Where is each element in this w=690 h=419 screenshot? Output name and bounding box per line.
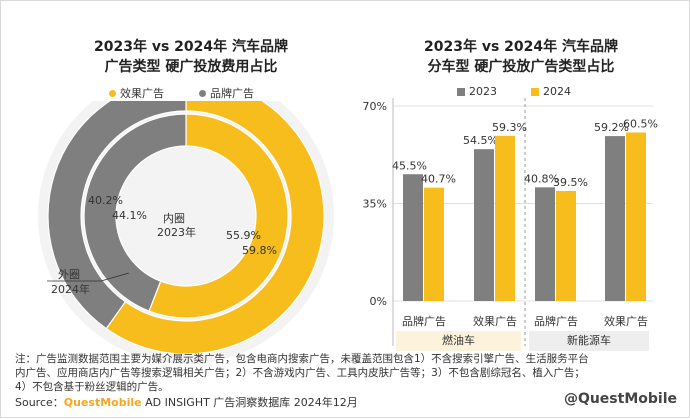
bar-label-2024-1: 59.3%	[492, 121, 527, 134]
bar-2023-2	[535, 187, 555, 301]
bar-label-2023-0: 45.5%	[392, 159, 427, 172]
bar-label-2024-0: 40.7%	[421, 173, 456, 186]
donut-outer-slice-effect	[105, 101, 325, 355]
bar-2023-1	[474, 149, 494, 301]
outer-ring-leader	[47, 272, 130, 282]
footnote-line3: 4）不包含基于粉丝逻辑的广告。	[15, 381, 169, 393]
donut-outer-slice-brand	[47, 101, 187, 330]
bar-2023-0	[403, 174, 423, 301]
left-legend-effect: 效果广告	[109, 85, 164, 101]
source-rest: AD INSIGHT 广告洞察数据库 2024年12月	[141, 396, 358, 409]
right-legend-2023: 2023	[457, 85, 497, 98]
legend-effect-label: 效果广告	[120, 87, 164, 100]
legend-2024-label: 2024	[543, 85, 571, 98]
donut-inner-slice-brand	[83, 113, 187, 312]
left-legend-brand: 品牌广告	[199, 85, 254, 101]
x-category-3: 效果广告	[604, 314, 648, 328]
legend-2023-label: 2023	[469, 85, 497, 98]
legend-2024-swatch	[531, 87, 539, 96]
right-chart-title-line2: 分车型 硬广投放广告类型占比	[427, 59, 615, 75]
left-chart-title-line2: 广告类型 硬广投放费用占比	[104, 59, 278, 75]
donut-inner-slice-effect	[148, 113, 289, 319]
bar-label-2024-3: 60.5%	[623, 117, 658, 130]
inner-ring-label: 内圈	[163, 212, 185, 225]
bar-label-2023-1: 54.5%	[463, 134, 498, 147]
outer-brand-value: 40.2%	[88, 194, 123, 207]
x-category-0: 品牌广告	[402, 314, 446, 328]
y-tick-0: 0%	[370, 295, 387, 308]
y-tick-35: 35%	[363, 198, 387, 211]
source-prefix: Source：	[15, 396, 64, 409]
footnote-line1: 注：广告监测数据范围主要为媒介展示类广告，包含电商内搜索广告，未覆盖范围包含1）…	[15, 353, 589, 365]
x-category-2: 品牌广告	[534, 314, 578, 328]
footnote-line2: 内广告、应用商店内广告等搜索逻辑相关广告；2）不含游戏内广告、工具内皮肤广告等；…	[15, 367, 585, 379]
outer-ring-label: 外圈	[58, 268, 80, 281]
legend-brand-label: 品牌广告	[210, 87, 254, 100]
bar-2024-1	[495, 135, 515, 301]
bar-2024-0	[424, 187, 444, 301]
bar-2023-3	[605, 136, 625, 301]
legend-effect-swatch	[109, 89, 116, 97]
brand-watermark: @QuestMobile	[563, 391, 677, 407]
bar-label-2024-2: 39.5%	[553, 176, 588, 189]
inner-effect-value: 55.9%	[226, 229, 261, 242]
bar-label-2023-3: 59.2%	[594, 121, 629, 134]
y-tick-70: 70%	[363, 100, 387, 113]
double-donut-chart	[38, 101, 334, 364]
left-chart-title-line1: 2023年 vs 2024年 汽车品牌	[93, 39, 288, 55]
right-legend-2024: 2024	[531, 85, 571, 98]
legend-brand-swatch	[199, 89, 206, 97]
bar-2024-3	[626, 132, 646, 301]
x-category-1: 效果广告	[473, 314, 517, 328]
right-chart-title-line1: 2023年 vs 2024年 汽车品牌	[423, 39, 618, 55]
group-label-nev: 新能源车	[529, 331, 649, 351]
inner-ring-year: 2023年	[157, 226, 196, 239]
outer-effect-value: 59.8%	[242, 244, 277, 257]
source-brand: QuestMobile	[63, 396, 142, 409]
bar-label-2023-2: 40.8%	[524, 172, 559, 185]
inner-brand-value: 44.1%	[112, 209, 147, 222]
outer-ring-year: 2024年	[51, 283, 90, 296]
bar-2024-2	[556, 190, 576, 301]
source-line: Source：QuestMobile AD INSIGHT 广告洞察数据库 20…	[15, 394, 358, 410]
legend-2023-swatch	[457, 87, 465, 96]
group-label-fuel: 燃油车	[396, 331, 521, 351]
